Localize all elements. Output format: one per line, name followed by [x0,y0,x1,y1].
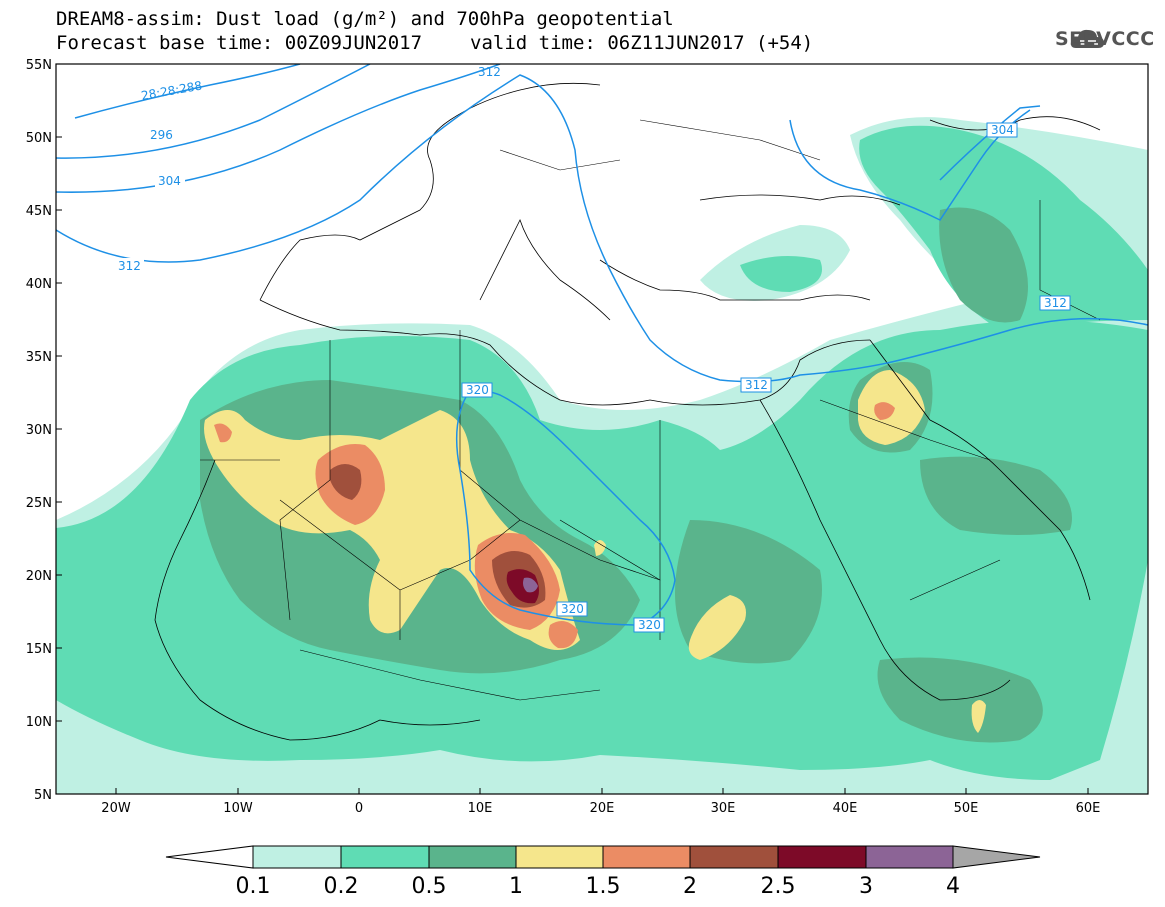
lat-label: 25N [26,496,52,511]
coastlines [154,82,1101,741]
colorbar-label: 1 [509,874,523,899]
dust-area-1 [594,540,606,556]
contour-label: 312 [745,378,768,392]
lat-label: 35N [26,350,52,365]
colorbar-label: 0.1 [236,874,271,899]
base-time: Forecast base time: 00Z09JUN2017 [56,32,423,54]
lon-label: 10W [223,801,253,816]
axis-ticks [56,63,1089,794]
contour-label: 320 [466,383,489,397]
dust-area-2.5 [506,569,539,604]
contour-label: 304 [158,174,181,188]
lon-label: 0 [355,801,363,816]
colorbar-segment [515,845,604,869]
colorbar-segment [428,845,517,869]
dust-area-0.5 [877,657,1043,743]
lat-label: 20N [26,569,52,584]
contour-label: 312 [478,65,501,79]
lon-label: 60E [1076,801,1101,816]
logo-text: SEEVCCC [1055,28,1155,50]
colorbar-label: 3 [859,874,873,899]
colorbar-high-arrow [952,845,1041,869]
colorbar-segment [340,845,430,869]
dust-area-1.5 [548,621,578,649]
lat-label: 50N [26,131,52,146]
contour-label: 320 [638,618,661,632]
lon-label: 20E [590,801,615,816]
dust-area-1 [971,700,986,733]
colorbar-segment [865,845,954,869]
geopotential-contours [56,64,1148,626]
contour-label: 312 [1044,296,1067,310]
colorbar-segment [252,845,342,869]
contour-label: 320 [561,602,584,616]
latitude-labels: 55N 50N 45N 40N 35N 30N 25N 20N 15N 10N … [26,58,52,803]
lon-label: 10E [468,801,493,816]
contour-label: 304 [991,123,1014,137]
colorbar-label: 2.5 [761,874,796,899]
lon-label: 20W [101,801,131,816]
colorbar-segment [602,845,691,869]
dust-area-0.2 [740,256,822,292]
contour-label: 312 [118,259,141,273]
country-borders [200,119,1101,701]
valid-time: valid time: 06Z11JUN2017 (+54) [470,32,814,54]
longitude-labels: 20W 10W 0 10E 20E 30E 40E 50E 60E [101,801,1100,816]
lat-label: 55N [26,58,52,73]
lon-label: 40E [833,801,858,816]
dust-area-0.5 [920,456,1072,535]
lat-label: 15N [26,642,52,657]
colorbar-segment [689,845,779,869]
lat-label: 5N [34,788,52,803]
colorbar-segment [777,845,867,869]
dust-area-2 [330,464,362,500]
dust-shading [56,117,1148,794]
chart-subtitle: Forecast base time: 00Z09JUN2017 valid ti… [56,32,813,54]
dust-area-1.5 [214,423,232,443]
dust-area-1 [688,595,746,660]
cloud-icon [1070,29,1104,48]
dust-area-1.5 [874,402,895,420]
colorbar [165,845,1041,869]
lat-label: 45N [26,204,52,219]
lat-label: 10N [26,715,52,730]
lat-label: 40N [26,277,52,292]
contour-label: 296 [150,128,173,142]
colorbar-labels: 0.1 0.2 0.5 1 1.5 2 2.5 3 4 [236,874,961,899]
colorbar-label: 0.5 [412,874,447,899]
dust-area-0.5 [939,207,1028,323]
colorbar-label: 1.5 [586,874,621,899]
colorbar-label: 0.2 [324,874,359,899]
colorbar-low-arrow [165,845,254,869]
dust-area-3 [523,577,538,593]
chart-title: DREAM8-assim: Dust load (g/m²) and 700hP… [56,8,674,30]
colorbar-label: 4 [946,874,960,899]
lat-label: 30N [26,423,52,438]
colorbar-label: 2 [683,874,697,899]
lon-label: 30E [711,801,736,816]
lon-label: 50E [954,801,979,816]
